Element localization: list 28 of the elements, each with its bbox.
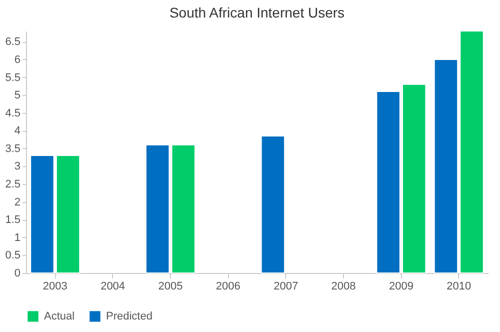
y-tick-label: 1 [14, 232, 20, 244]
y-tick-label: 6 [14, 54, 20, 66]
y-tick-label: 2 [14, 196, 20, 208]
x-tick-label: 2005 [158, 280, 183, 292]
y-tick-label: 0 [14, 268, 20, 280]
x-tick-label: 2004 [100, 280, 126, 292]
y-tick-label: 3.5 [5, 142, 20, 155]
y-tick-label: 5 [14, 90, 20, 102]
y-tick-label: 5.5 [5, 72, 20, 84]
y-tick-label: 4 [14, 125, 20, 138]
y-tick-label: 1.5 [5, 214, 20, 226]
bar [145, 144, 170, 274]
x-tick-label: 2003 [42, 280, 68, 292]
bar [171, 144, 196, 274]
chart-title: South African Internet Users [169, 4, 345, 20]
legend-label: Actual [44, 310, 75, 322]
x-tick-label: 2009 [388, 280, 414, 292]
y-tick-label: 2.5 [5, 178, 20, 191]
x-tick-label: 2007 [274, 280, 298, 292]
y-tick-label: 4.5 [5, 107, 20, 120]
y-tick-label: 6.5 [5, 36, 20, 48]
y-tick-label: 0.5 [5, 250, 20, 262]
x-tick-label: 2008 [331, 280, 356, 292]
bar [260, 135, 286, 274]
x-tick-label: 2010 [446, 280, 472, 292]
x-tick-label: 2006 [216, 280, 240, 292]
y-tick-label: 3 [14, 160, 20, 173]
legend-label: Predicted [106, 310, 152, 322]
